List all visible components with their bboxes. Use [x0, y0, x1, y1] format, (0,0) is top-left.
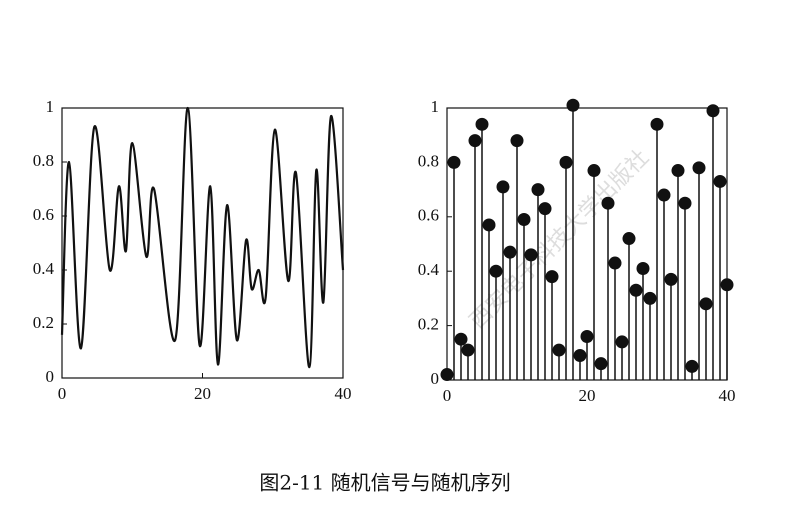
stem-marker — [454, 332, 468, 346]
stem-marker — [713, 174, 727, 188]
stem-marker — [608, 256, 622, 270]
y-tick-label: 0.2 — [33, 313, 54, 332]
stem-marker — [503, 245, 517, 259]
x-tick-label: 20 — [194, 384, 211, 403]
stem-marker — [482, 218, 496, 232]
stem-marker — [643, 291, 657, 305]
x-tick-label: 20 — [579, 386, 596, 405]
y-tick-label: 0 — [431, 369, 440, 388]
stem-marker — [692, 161, 706, 175]
y-tick-label: 0.8 — [33, 151, 54, 170]
stem-marker — [461, 343, 475, 357]
stem-marker — [629, 283, 643, 297]
x-tick-label: 0 — [443, 386, 452, 405]
y-tick-label: 1 — [431, 97, 440, 116]
stem-marker — [671, 164, 685, 178]
x-tick-label: 40 — [335, 384, 352, 403]
y-tick-label: 0.8 — [418, 151, 439, 170]
y-tick-label: 0.2 — [418, 315, 439, 334]
stem-marker — [720, 278, 734, 292]
stem-marker — [685, 359, 699, 373]
stem-marker — [622, 232, 636, 246]
stem-marker — [706, 104, 720, 118]
stem-marker — [440, 368, 454, 382]
stem-marker — [538, 202, 552, 216]
stem-marker — [510, 134, 524, 148]
y-tick-label: 0.4 — [33, 259, 55, 278]
stem-marker — [545, 270, 559, 284]
stem-marker — [601, 196, 615, 210]
stem-marker — [594, 357, 608, 371]
x-tick-label: 0 — [58, 384, 67, 403]
caption: 图2-11 随机信号与随机序列 — [259, 471, 510, 495]
stem-marker — [531, 183, 545, 197]
y-tick-label: 0 — [46, 367, 55, 386]
stem-marker — [580, 329, 594, 343]
y-tick-label: 0.4 — [418, 260, 440, 279]
y-tick-label: 0.6 — [418, 206, 439, 225]
stem-marker — [678, 196, 692, 210]
stem-marker — [475, 117, 489, 131]
stem-marker — [447, 155, 461, 169]
y-tick-label: 1 — [46, 97, 55, 116]
stem-marker — [573, 349, 587, 363]
stem-marker — [524, 248, 538, 262]
stem-marker — [657, 188, 671, 202]
stem-marker — [468, 134, 482, 148]
stem-marker — [636, 261, 650, 275]
stem-marker — [587, 164, 601, 178]
stem-marker — [489, 264, 503, 278]
stem-marker — [496, 180, 510, 194]
stem-marker — [552, 343, 566, 357]
y-tick-label: 0.6 — [33, 205, 54, 224]
x-tick-label: 40 — [719, 386, 736, 405]
signal-line — [60, 106, 345, 369]
stem-marker — [650, 117, 664, 131]
stem-marker — [615, 335, 629, 349]
stem-marker — [664, 272, 678, 286]
stem-marker — [517, 213, 531, 227]
stem-marker — [559, 155, 573, 169]
stem-marker — [566, 98, 580, 112]
stem-marker — [699, 297, 713, 311]
